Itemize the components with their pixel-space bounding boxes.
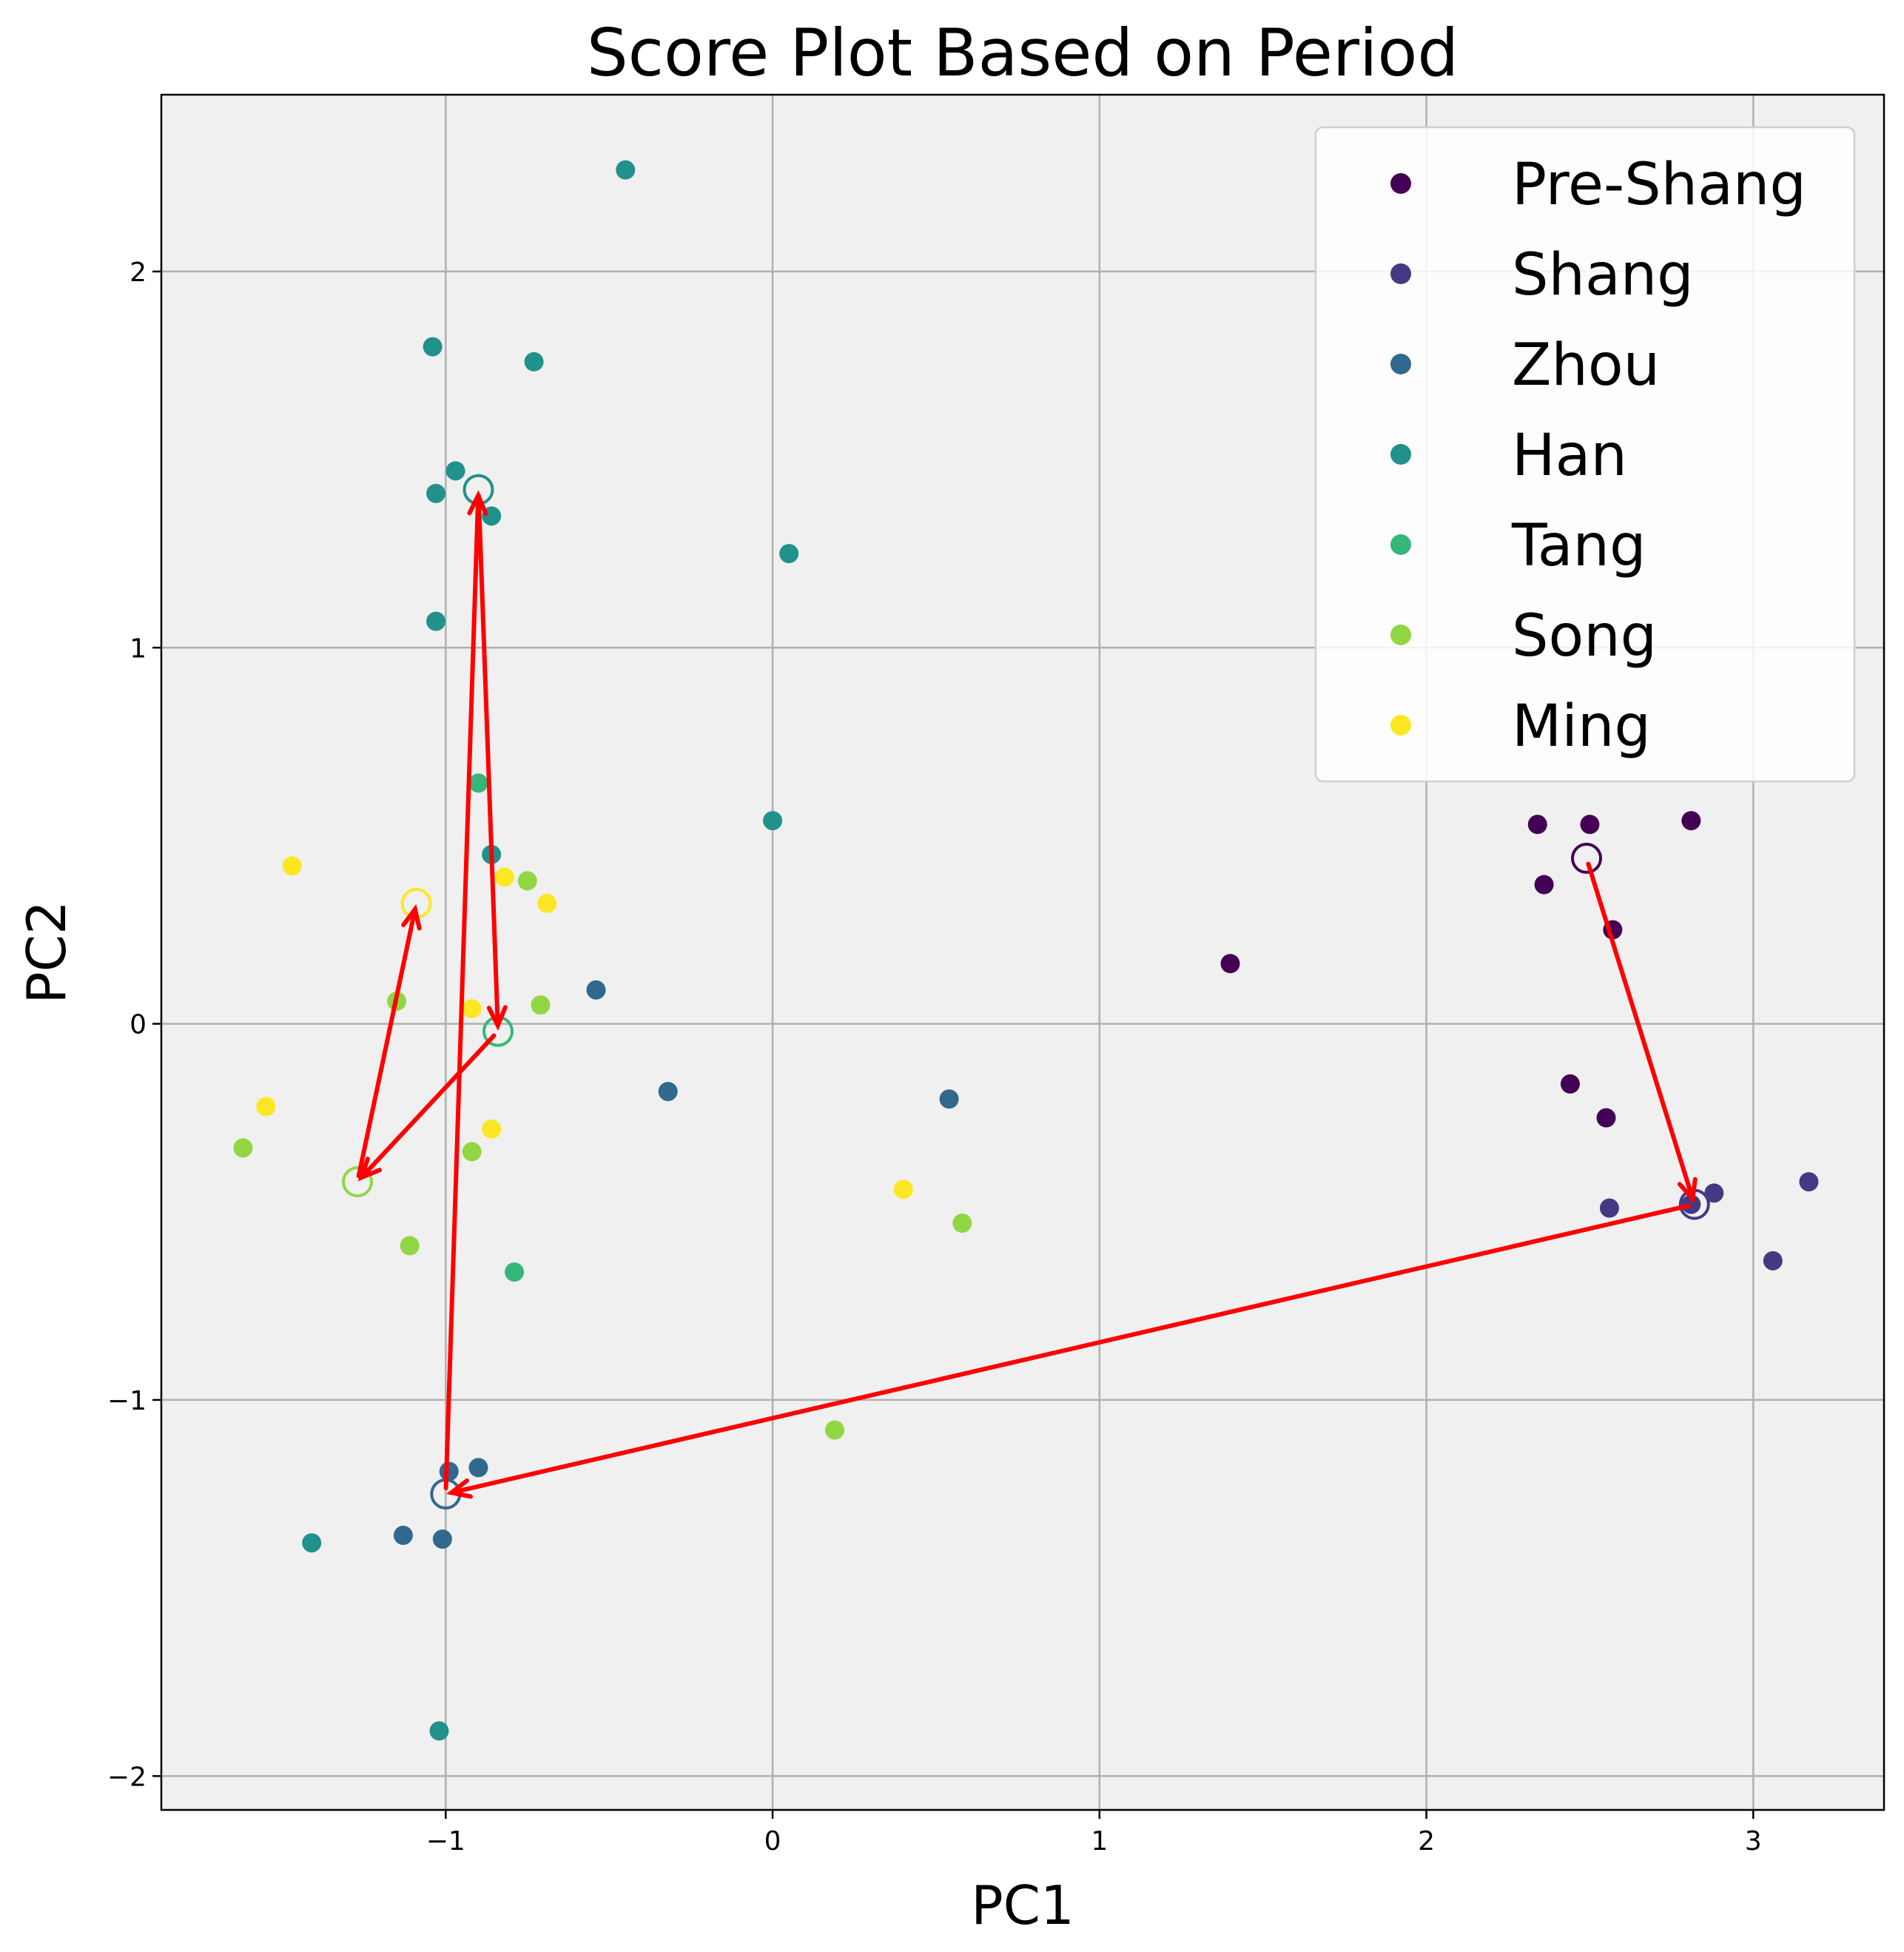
point-song: [952, 1214, 972, 1233]
point-pre-shang: [1534, 875, 1554, 895]
legend-item-song: Song: [1390, 603, 1657, 670]
legend-label: Song: [1512, 603, 1657, 670]
x-tick-label: 2: [1418, 1826, 1435, 1857]
y-tick-label: 2: [129, 258, 147, 288]
point-shang: [1763, 1251, 1783, 1271]
arrow-song-to-ming: [356, 903, 422, 1179]
point-shang: [1599, 1198, 1619, 1218]
x-axis-label: PC1: [971, 1874, 1074, 1936]
legend-label: Zhou: [1512, 332, 1660, 399]
point-shang: [1704, 1183, 1724, 1203]
x-tick-label: 1: [1091, 1826, 1108, 1857]
legend-label: Han: [1512, 423, 1627, 489]
point-zhou: [432, 1529, 452, 1549]
point-pre-shang: [1580, 815, 1600, 835]
legend-label: Pre-Shang: [1512, 152, 1806, 218]
plot-frame: [160, 93, 1886, 1811]
point-han: [779, 544, 799, 564]
point-pre-shang: [1220, 954, 1240, 974]
point-han: [426, 483, 446, 503]
point-pre-shang: [1681, 811, 1701, 831]
y-tick-label: −1: [107, 1386, 147, 1416]
point-ming: [282, 856, 302, 876]
point-zhou: [439, 1461, 459, 1481]
point-zhou: [658, 1082, 678, 1102]
legend-marker: [1390, 444, 1411, 465]
legend-item-zhou: Zhou: [1390, 332, 1660, 399]
centroid-song: [342, 1166, 374, 1198]
legend-label: Ming: [1512, 693, 1651, 760]
legend-marker: [1390, 625, 1411, 645]
point-song: [531, 995, 551, 1015]
arrow-tang-to-song: [357, 1033, 497, 1182]
arrow-han-to-tang: [476, 493, 508, 1031]
point-han: [616, 160, 636, 180]
point-song: [824, 1420, 844, 1440]
point-han: [302, 1533, 322, 1553]
legend-marker: [1390, 354, 1411, 374]
point-ming: [482, 1119, 502, 1139]
y-tick-label: −2: [107, 1762, 147, 1792]
point-pre-shang: [1560, 1074, 1580, 1094]
legend-marker: [1390, 173, 1411, 194]
y-tick-label: 1: [129, 633, 147, 664]
point-han: [524, 351, 544, 371]
legend-label: Shang: [1512, 242, 1694, 309]
point-han: [429, 1721, 449, 1741]
x-tick-label: 3: [1745, 1826, 1762, 1857]
point-zhou: [468, 1458, 488, 1478]
point-ming: [893, 1179, 913, 1199]
x-tick-label: −1: [426, 1826, 465, 1857]
legend-box: [1314, 126, 1856, 783]
point-zhou: [586, 980, 606, 1000]
point-tang: [468, 773, 488, 793]
legend-item-han: Han: [1390, 423, 1627, 489]
point-zhou: [939, 1089, 959, 1109]
point-ming: [256, 1097, 276, 1117]
point-song: [462, 1142, 482, 1162]
y-axis-label: PC2: [16, 901, 78, 1004]
x-tick-label: 0: [764, 1826, 781, 1857]
point-ming: [494, 867, 514, 887]
point-pre-shang: [1596, 1108, 1616, 1128]
point-shang: [1799, 1172, 1819, 1192]
arrow-pre-shang-to-shang: [1586, 861, 1698, 1204]
point-song: [233, 1138, 253, 1158]
point-ming: [537, 893, 557, 913]
arrow-shang-to-zhou: [446, 1203, 1691, 1499]
axis-ticks: −1 0 1 2 3 −2 −1 0 1 2: [107, 258, 1762, 1857]
data-points: [233, 160, 1819, 1741]
point-zhou: [393, 1525, 413, 1545]
legend-item-tang: Tang: [1390, 513, 1646, 579]
legend-marker: [1390, 534, 1411, 555]
legend-item-ming: Ming: [1390, 693, 1651, 760]
legend-item-shang: Shang: [1390, 242, 1694, 309]
point-pre-shang: [1527, 815, 1547, 835]
point-han: [763, 811, 783, 831]
legend-marker: [1390, 715, 1411, 736]
chart-title: Score Plot Based on Period: [587, 15, 1459, 91]
y-tick-label: 0: [129, 1010, 147, 1040]
point-han: [423, 337, 443, 357]
point-song: [400, 1236, 420, 1256]
point-han: [426, 611, 446, 631]
point-shang: [1681, 1194, 1701, 1214]
point-han: [445, 461, 465, 481]
legend: Pre-Shang Shang Zhou Han Tang Song Ming: [1314, 126, 1856, 783]
point-song: [517, 871, 537, 891]
trajectory-arrows: [356, 490, 1698, 1499]
point-ming: [462, 999, 482, 1019]
legend-item-pre-shang: Pre-Shang: [1390, 152, 1806, 218]
centroid-pre-shang: [1571, 842, 1603, 874]
legend-marker: [1390, 263, 1411, 284]
legend-label: Tang: [1511, 513, 1646, 579]
point-tang: [505, 1262, 525, 1282]
